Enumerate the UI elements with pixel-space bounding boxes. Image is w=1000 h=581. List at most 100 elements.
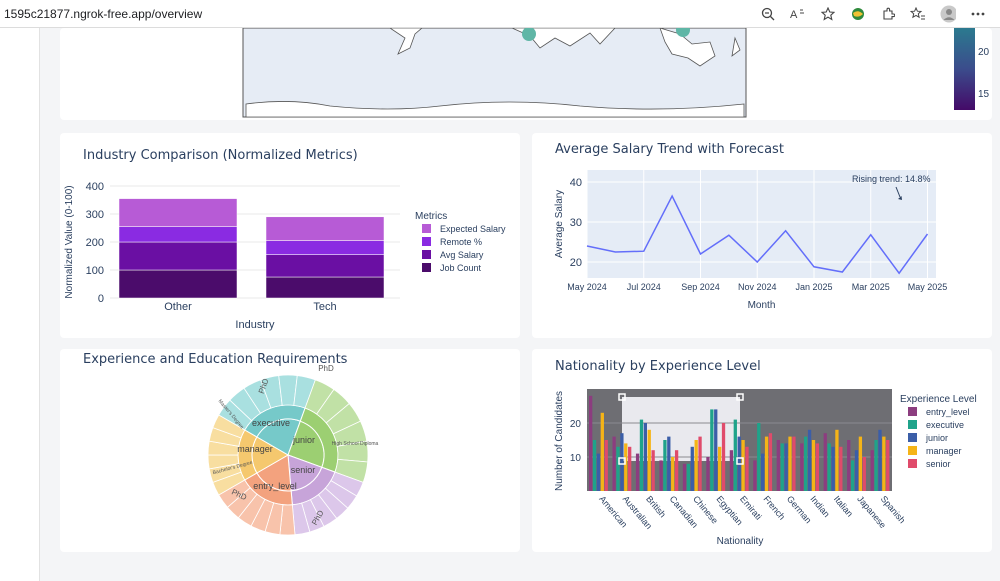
industry-bar-chart[interactable]: 0 100 200 300 400 Other Tech Industry Normalized… bbox=[60, 133, 520, 338]
bar bbox=[870, 450, 874, 491]
colorbar-tick: 15 bbox=[978, 89, 990, 100]
x-tick-label: Indian bbox=[808, 494, 831, 519]
bar bbox=[600, 412, 604, 491]
bar bbox=[674, 450, 679, 491]
map-card: 20 15 bbox=[60, 23, 992, 120]
bar bbox=[831, 446, 835, 491]
bar bbox=[835, 429, 839, 491]
y-tick-label: 40 bbox=[570, 177, 582, 189]
bar bbox=[847, 440, 851, 491]
x-tick-label: Other bbox=[164, 301, 192, 313]
read-aloud-icon[interactable]: A bbox=[790, 6, 806, 22]
legend-swatch bbox=[908, 420, 917, 429]
legend-swatch bbox=[422, 263, 431, 272]
sunburst-inner-label: senior bbox=[291, 465, 316, 475]
bar bbox=[721, 423, 726, 491]
bar bbox=[690, 446, 694, 491]
bar bbox=[651, 450, 655, 491]
bar bbox=[815, 443, 820, 491]
bar bbox=[741, 440, 745, 491]
bar bbox=[620, 433, 624, 491]
bar bbox=[878, 429, 882, 491]
x-tick-label: Tech bbox=[313, 301, 336, 313]
bar bbox=[616, 446, 620, 491]
bar bbox=[823, 433, 827, 491]
bar-segment bbox=[118, 241, 238, 271]
bar bbox=[628, 446, 632, 491]
series-line bbox=[586, 194, 929, 275]
y-tick-label: 300 bbox=[86, 209, 104, 221]
annotation-arrowhead bbox=[898, 196, 902, 200]
x-tick-label: May 2025 bbox=[908, 282, 948, 292]
bar bbox=[717, 446, 722, 491]
chart-title: Average Salary Trend with Forecast bbox=[555, 142, 784, 157]
sunburst-inner-label: entry_level bbox=[253, 481, 297, 491]
profile-avatar-icon[interactable] bbox=[940, 5, 956, 22]
annotation-arrow bbox=[895, 186, 901, 198]
bar-segment bbox=[265, 240, 385, 255]
y-tick-label: 200 bbox=[86, 237, 104, 249]
bar bbox=[698, 436, 702, 491]
x-tick-label: Mar 2025 bbox=[852, 282, 890, 292]
legend-swatch bbox=[422, 224, 431, 233]
bar bbox=[647, 429, 651, 491]
choropleth-map[interactable]: 20 15 bbox=[60, 23, 992, 120]
bar bbox=[764, 436, 769, 491]
svg-text:A: A bbox=[790, 9, 798, 21]
selection-handle bbox=[736, 393, 744, 401]
salary-trend-card: Average Salary Trend with Forecast 20 30 4… bbox=[532, 133, 992, 338]
address-bar[interactable]: 1595c21877.ngrok-free.app/overview bbox=[4, 6, 203, 21]
salary-line-chart[interactable]: 20 30 40 May 2024 Jul 2024 Sep 2024 Nov 2024 Ja… bbox=[532, 133, 992, 338]
legend-label: Remote % bbox=[440, 237, 482, 247]
x-tick-label: French bbox=[761, 494, 787, 522]
bar bbox=[624, 443, 628, 491]
sunburst-outer-segment bbox=[212, 414, 246, 439]
bar bbox=[733, 419, 737, 491]
sunburst-outer-label: High School Diploma bbox=[332, 441, 379, 447]
bar bbox=[706, 457, 710, 491]
bar bbox=[858, 436, 863, 491]
bar bbox=[854, 450, 859, 491]
bar bbox=[780, 443, 784, 491]
favorites-list-icon[interactable] bbox=[910, 6, 926, 22]
x-axis-title: Month bbox=[748, 300, 776, 311]
y-tick-label: 20 bbox=[570, 257, 582, 269]
y-axis-title: Normalized Value (0-100) bbox=[64, 185, 75, 298]
bar bbox=[788, 436, 792, 491]
extensions-puzzle-icon[interactable] bbox=[880, 6, 896, 22]
bar bbox=[671, 457, 675, 491]
legend-label: junior bbox=[925, 433, 948, 443]
legend-label: executive bbox=[926, 420, 964, 430]
more-menu-icon[interactable] bbox=[970, 6, 986, 22]
legend-swatch bbox=[908, 433, 917, 442]
x-tick-label: Nov 2024 bbox=[738, 282, 777, 292]
browser-toolbar: 1595c21877.ngrok-free.app/overview A bbox=[0, 0, 1000, 28]
x-tick-label: Jan 2025 bbox=[795, 282, 832, 292]
legend-title: Experience Level bbox=[900, 394, 977, 405]
bar-segment bbox=[118, 198, 238, 227]
plot-background bbox=[587, 170, 936, 278]
bar bbox=[612, 436, 616, 491]
bar bbox=[784, 443, 788, 491]
extension-globe-icon[interactable] bbox=[850, 6, 866, 22]
y-tick-label: 10 bbox=[570, 453, 582, 464]
zoom-icon[interactable] bbox=[760, 6, 776, 22]
sunburst-chart[interactable]: junior senior entry_level manager executive P… bbox=[60, 349, 520, 552]
bar bbox=[604, 440, 608, 491]
bar bbox=[635, 453, 640, 491]
bar bbox=[596, 453, 601, 491]
bar bbox=[710, 409, 714, 491]
bar bbox=[639, 419, 644, 491]
experience-education-card: Experience and Education Requirements ju… bbox=[60, 349, 520, 552]
bar bbox=[768, 433, 773, 491]
bar bbox=[800, 443, 804, 491]
favorite-star-icon[interactable] bbox=[820, 6, 836, 22]
sunburst-inner-label: executive bbox=[252, 418, 290, 428]
bar bbox=[663, 440, 667, 491]
colorbar-tick: 20 bbox=[978, 47, 990, 58]
legend-label: senior bbox=[926, 459, 951, 469]
legend-swatch bbox=[422, 237, 431, 246]
selection-handle bbox=[736, 457, 744, 465]
bar bbox=[874, 440, 878, 491]
